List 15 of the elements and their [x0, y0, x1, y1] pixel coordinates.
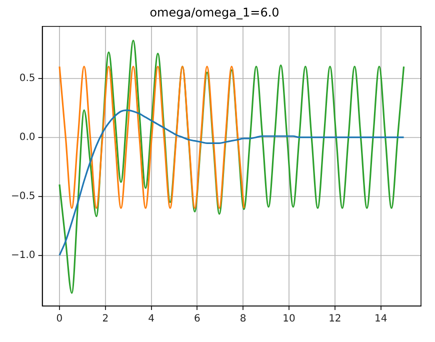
x-tick-label: 10	[282, 314, 296, 325]
line-series	[58, 109, 405, 256]
x-tick-label: 6	[194, 314, 200, 325]
y-tick-label: 0.0	[19, 132, 36, 143]
y-tick-label: −0.5	[10, 190, 36, 202]
x-tick-label: 0	[56, 314, 63, 325]
y-tick-label: 0.5	[19, 72, 36, 84]
x-tick-label: 12	[328, 314, 342, 325]
line-series	[58, 40, 405, 294]
x-tick-label: 8	[240, 314, 246, 325]
y-tick-label: −1.0	[10, 250, 36, 261]
x-tick-label: 4	[148, 314, 154, 325]
chart-title: omega/omega_1=6.0	[150, 5, 280, 20]
x-tick-label: 14	[374, 314, 388, 325]
x-tick-label: 2	[102, 314, 109, 325]
